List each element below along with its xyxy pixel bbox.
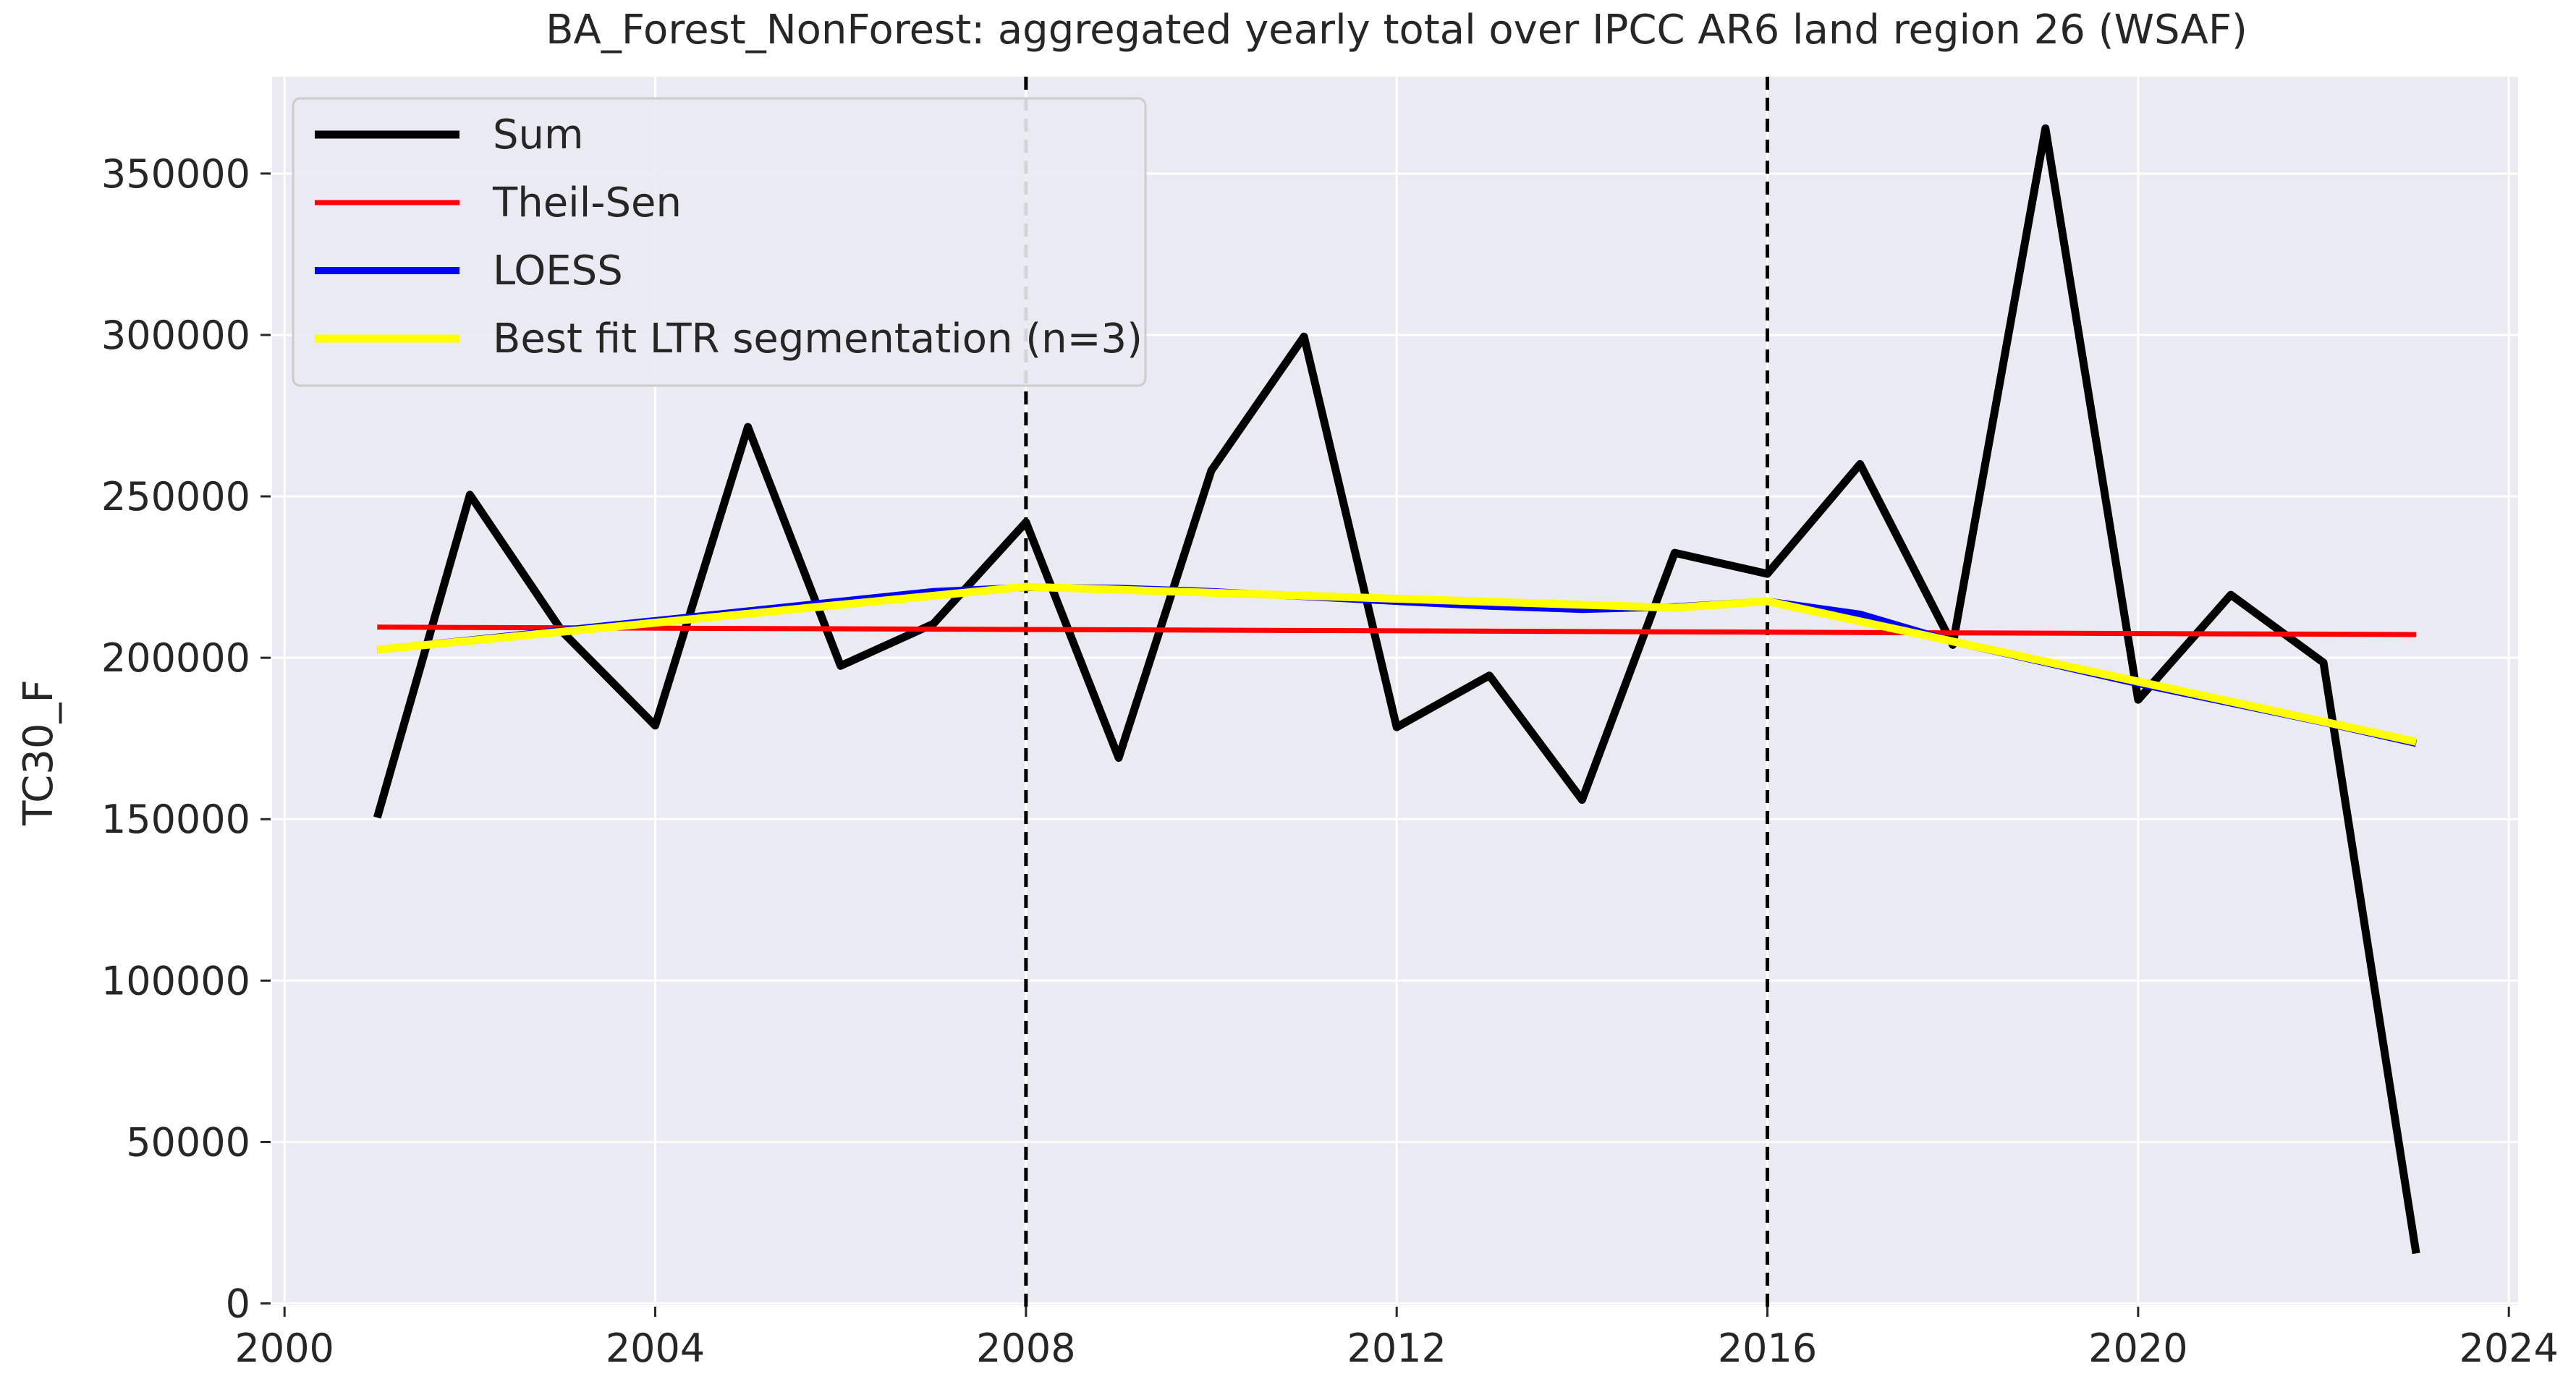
legend-label-sum: Sum xyxy=(493,111,584,158)
grid-layer xyxy=(269,77,2518,1308)
sum-line xyxy=(373,124,2420,1255)
legend-label-ltr-segmentation: Best fit LTR segmentation (n=3) xyxy=(493,315,1143,362)
theil-sen-line xyxy=(377,624,2417,637)
x-tick-label: 2012 xyxy=(1347,1325,1446,1371)
y-tick-label: 150000 xyxy=(101,797,250,842)
x-tick-label: 2024 xyxy=(2459,1325,2558,1371)
x-tick-label: 2004 xyxy=(606,1325,705,1371)
x-tick-label: 2008 xyxy=(976,1325,1075,1371)
series-layer xyxy=(373,124,2420,1255)
breakpoint-layer xyxy=(1024,77,1770,1307)
y-tick-label: 350000 xyxy=(101,151,250,197)
chart-title: BA_Forest_NonForest: aggregated yearly t… xyxy=(546,7,2247,54)
y-tick-label: 250000 xyxy=(101,474,250,519)
legend-box xyxy=(292,97,1147,387)
x-tick-label: 2020 xyxy=(2088,1325,2187,1371)
legend: Sum Theil-Sen LOESS Best fit LTR segmentati… xyxy=(292,97,1147,387)
x-tick-label: 2000 xyxy=(234,1325,334,1371)
y-tick-label: 0 xyxy=(226,1281,250,1327)
x-tick-label: 2016 xyxy=(1718,1325,1817,1371)
y-axis-label: TC30_F xyxy=(15,679,62,826)
tick-layer: 2000 2004 2008 2012 2016 2020 2024 0 50000 100000… xyxy=(101,151,2559,1371)
legend-label-theil-sen: Theil-Sen xyxy=(492,179,682,226)
y-tick-label: 50000 xyxy=(126,1119,250,1165)
ltr-segmentation-line xyxy=(376,582,2418,746)
legend-label-loess: LOESS xyxy=(493,247,623,294)
y-tick-label: 300000 xyxy=(101,313,250,358)
y-tick-label: 100000 xyxy=(101,958,250,1004)
y-tick-label: 200000 xyxy=(101,635,250,681)
